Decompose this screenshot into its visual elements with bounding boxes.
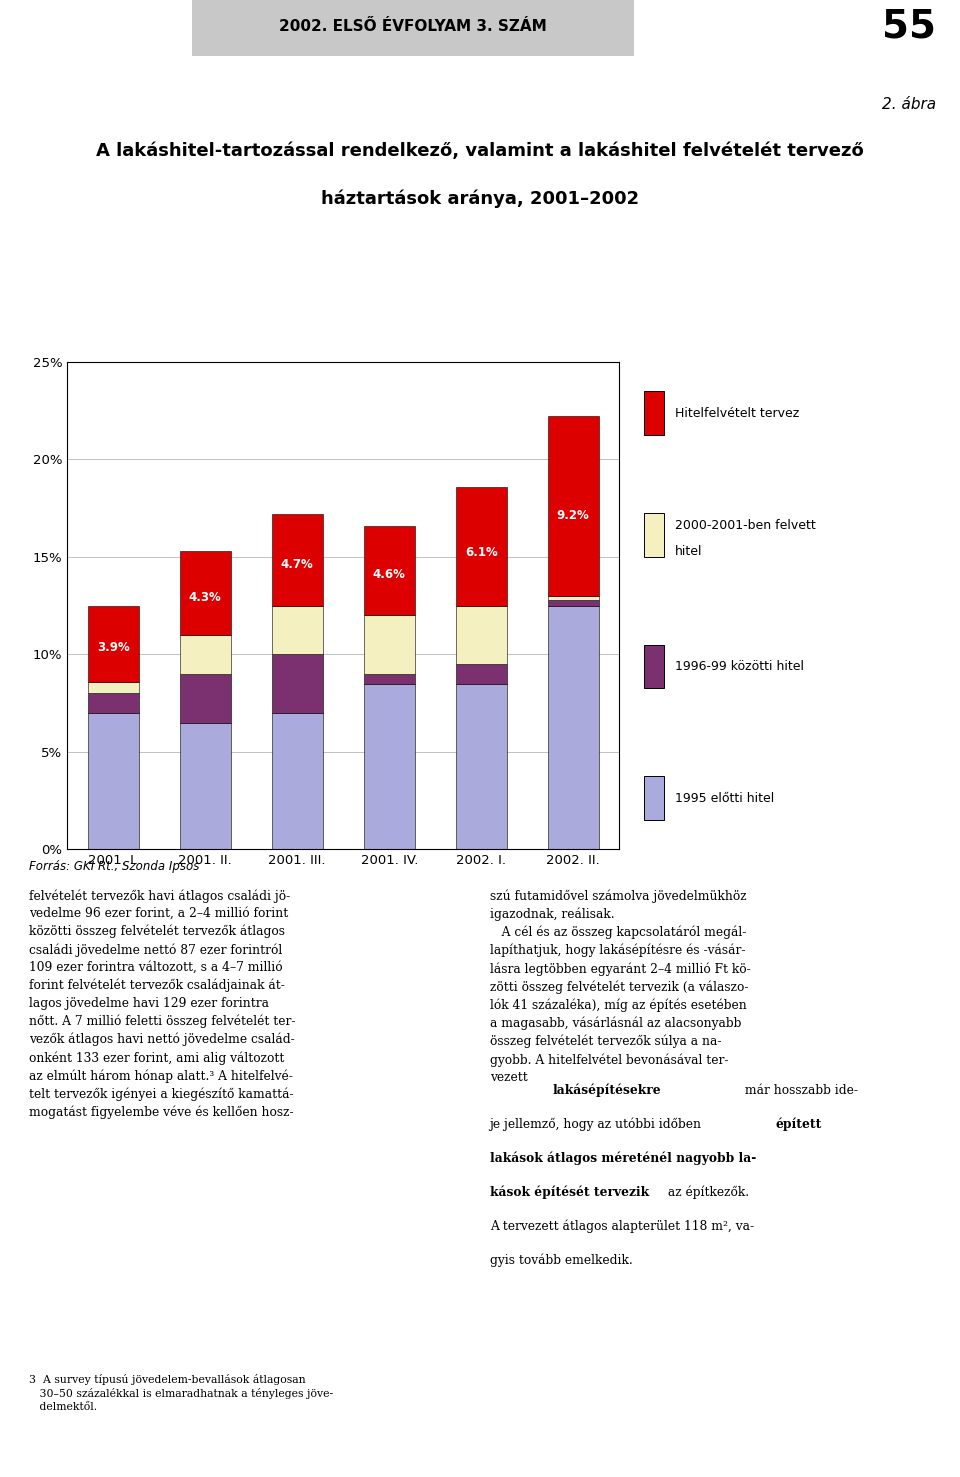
Text: A lakáshitel-tartozással rendelkező, valamint a lakáshitel felvételét tervező: A lakáshitel-tartozással rendelkező, val… <box>96 142 864 160</box>
Text: 2002. ELSŐ ÉVFOLYAM 3. SZÁM: 2002. ELSŐ ÉVFOLYAM 3. SZÁM <box>279 19 546 34</box>
Bar <box>88 606 138 681</box>
Text: 9.2%: 9.2% <box>557 508 589 521</box>
Text: je jellemző, hogy az utóbbi időben: je jellemző, hogy az utóbbi időben <box>490 1118 706 1131</box>
Text: gyis tovább emelkedik.: gyis tovább emelkedik. <box>490 1254 633 1267</box>
Text: hitel: hitel <box>675 545 702 558</box>
Text: 3  A survey típusú jövedelem-bevallások átlagosan
   30–50 százalékkal is elmara: 3 A survey típusú jövedelem-bevallások á… <box>29 1374 333 1412</box>
Bar <box>192 0 634 56</box>
Text: 4.7%: 4.7% <box>281 558 314 570</box>
Text: szú futamidővel számolva jövedelmükhöz
igazodnak, reálisak.
   A cél és az össze: szú futamidővel számolva jövedelmükhöz i… <box>490 889 751 1084</box>
Text: 3.9%: 3.9% <box>97 641 130 654</box>
Text: 2000-2001-ben felvett: 2000-2001-ben felvett <box>675 518 815 532</box>
Bar <box>180 722 230 849</box>
Text: lakásépítésekre: lakásépítésekre <box>552 1084 660 1097</box>
Text: az építkezők.: az építkezők. <box>664 1186 749 1199</box>
Bar <box>548 600 598 606</box>
Bar <box>272 654 323 713</box>
Bar <box>272 713 323 849</box>
Bar <box>548 417 598 595</box>
Bar <box>364 674 415 684</box>
Text: épített: épített <box>776 1118 822 1131</box>
Bar <box>272 606 323 654</box>
Text: már hosszabb ide-: már hosszabb ide- <box>741 1084 858 1097</box>
Text: 2. ábra: 2. ábra <box>882 97 936 112</box>
Text: felvételét tervezők havi átlagos családi jö-
vedelme 96 ezer forint, a 2–4 milli: felvételét tervezők havi átlagos családi… <box>29 889 296 1120</box>
Text: 4.6%: 4.6% <box>372 569 406 582</box>
Text: A tervezett átlagos alapterület 118 m², va-: A tervezett átlagos alapterület 118 m², … <box>490 1220 754 1233</box>
Bar <box>180 674 230 722</box>
Bar <box>364 526 415 616</box>
Bar <box>548 606 598 849</box>
Bar <box>643 777 664 820</box>
Text: háztartások aránya, 2001–2002: háztartások aránya, 2001–2002 <box>321 189 639 208</box>
Bar <box>364 684 415 849</box>
Text: 55: 55 <box>882 7 936 46</box>
Bar <box>456 486 507 606</box>
Bar <box>88 681 138 693</box>
Text: kások építését tervezik: kások építését tervezik <box>490 1186 649 1199</box>
Text: Forrás: GKI Rt., Szonda Ipsos: Forrás: GKI Rt., Szonda Ipsos <box>29 861 199 873</box>
Bar <box>88 713 138 849</box>
Bar <box>643 391 664 434</box>
Bar <box>456 665 507 684</box>
Bar <box>180 551 230 635</box>
Bar <box>88 693 138 713</box>
Bar <box>180 635 230 674</box>
Bar <box>364 616 415 674</box>
Text: 6.1%: 6.1% <box>465 545 497 558</box>
Bar <box>643 513 664 557</box>
Bar <box>643 644 664 688</box>
Bar <box>456 684 507 849</box>
Text: 4.3%: 4.3% <box>189 591 222 604</box>
Bar <box>456 606 507 665</box>
Bar <box>548 595 598 600</box>
Bar <box>272 514 323 606</box>
Text: Hitelfelvételt tervez: Hitelfelvételt tervez <box>675 406 799 419</box>
Text: lakások átlagos méreténél nagyobb la-: lakások átlagos méreténél nagyobb la- <box>490 1152 756 1165</box>
Text: 1995 előtti hitel: 1995 előtti hitel <box>675 792 774 805</box>
Text: 1996-99 közötti hitel: 1996-99 közötti hitel <box>675 660 804 674</box>
